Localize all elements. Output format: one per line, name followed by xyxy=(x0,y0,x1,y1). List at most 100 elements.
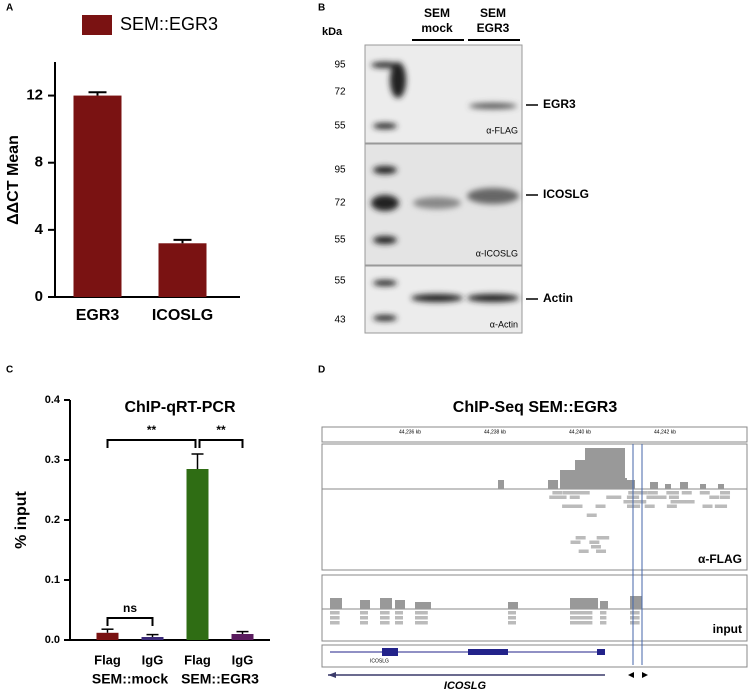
read xyxy=(415,616,428,620)
read xyxy=(508,611,516,615)
exon xyxy=(468,649,508,655)
significance-label: ** xyxy=(216,423,226,437)
read xyxy=(578,549,589,553)
read xyxy=(330,621,340,625)
coverage xyxy=(625,480,635,489)
read xyxy=(681,491,692,495)
read xyxy=(595,504,606,508)
coverage xyxy=(508,602,518,609)
read xyxy=(570,616,593,620)
significance-bracket xyxy=(198,439,244,448)
read xyxy=(508,616,516,620)
kda-label: kDa xyxy=(322,26,343,38)
group-label: SEM::EGR3 xyxy=(181,671,259,687)
exon xyxy=(597,649,605,655)
bar xyxy=(186,469,209,640)
x-tick-label: IgG xyxy=(232,652,254,667)
read xyxy=(606,495,617,499)
marker: 95 xyxy=(334,165,346,176)
ruler-label: 44,240 kb xyxy=(569,429,591,435)
read xyxy=(575,536,586,540)
coverage xyxy=(600,601,608,609)
bar xyxy=(73,95,122,297)
read xyxy=(666,504,677,508)
y-tick-label: 8 xyxy=(35,154,43,171)
legend-label: SEM::EGR3 xyxy=(120,14,218,34)
read xyxy=(564,504,575,508)
read xyxy=(675,500,686,504)
band xyxy=(371,195,399,211)
band xyxy=(390,62,406,98)
reads xyxy=(330,448,731,625)
read xyxy=(415,621,428,625)
band xyxy=(373,123,397,129)
protein: Actin xyxy=(543,291,573,305)
y-tick-label: 0 xyxy=(35,288,43,305)
coverage xyxy=(360,600,370,609)
y-tick-label: 0.1 xyxy=(45,574,60,586)
panel-label: A xyxy=(6,3,13,14)
genome-tracks: ChIP-Seq SEM::EGR3 44,236 kb 44,238 kb 4… xyxy=(321,399,748,692)
read xyxy=(630,611,640,615)
read xyxy=(630,616,640,620)
y-tick-label: 0.2 xyxy=(45,514,60,526)
read xyxy=(668,495,679,499)
read xyxy=(600,611,607,615)
read xyxy=(568,491,579,495)
read xyxy=(572,504,583,508)
y-tick-label: 0.4 xyxy=(45,394,61,406)
exon xyxy=(382,648,398,656)
bar xyxy=(96,632,119,640)
read xyxy=(395,611,403,615)
read xyxy=(570,611,593,615)
read xyxy=(653,495,664,499)
read xyxy=(380,611,390,615)
marker: 43 xyxy=(334,315,346,326)
bar xyxy=(158,243,207,297)
band xyxy=(411,294,463,302)
chart-title: ChIP-qRT-PCR xyxy=(124,399,236,416)
marker: 72 xyxy=(334,198,346,209)
band xyxy=(467,294,519,302)
ruler-label: 44,238 kb xyxy=(484,429,506,435)
read xyxy=(611,495,622,499)
panel-label: D xyxy=(318,365,325,376)
read xyxy=(702,504,713,508)
band xyxy=(373,166,397,174)
coverage xyxy=(665,484,671,489)
read xyxy=(330,611,340,615)
track-box xyxy=(321,574,748,642)
band xyxy=(371,62,399,68)
significance-label: ** xyxy=(147,423,157,437)
legend-swatch xyxy=(82,15,112,35)
coverage xyxy=(680,482,688,489)
read xyxy=(596,536,607,540)
coverage xyxy=(570,598,598,609)
coverage xyxy=(700,484,706,489)
marker: 55 xyxy=(334,121,346,132)
significance-bracket xyxy=(106,617,154,626)
track-label: input xyxy=(713,622,742,636)
read xyxy=(586,513,597,517)
marker: 95 xyxy=(334,60,346,71)
read xyxy=(562,491,573,495)
band xyxy=(373,280,397,286)
read xyxy=(637,491,648,495)
gene-name: ICOSLG xyxy=(444,680,487,690)
significance-label: ns xyxy=(123,601,137,615)
read xyxy=(600,616,607,620)
coverage xyxy=(395,600,405,609)
read xyxy=(636,500,647,504)
gene-small: ICOSLG xyxy=(370,658,389,664)
coverage xyxy=(630,596,642,609)
read xyxy=(644,504,655,508)
x-tick-label: ICOSLG xyxy=(152,307,213,324)
lane-label: EGR3 xyxy=(477,21,510,35)
read xyxy=(508,621,516,625)
panel-label: C xyxy=(6,365,13,376)
site-marker xyxy=(628,672,648,678)
ruler-label: 44,236 kb xyxy=(399,429,421,435)
ruler xyxy=(321,426,748,443)
read xyxy=(630,621,640,625)
